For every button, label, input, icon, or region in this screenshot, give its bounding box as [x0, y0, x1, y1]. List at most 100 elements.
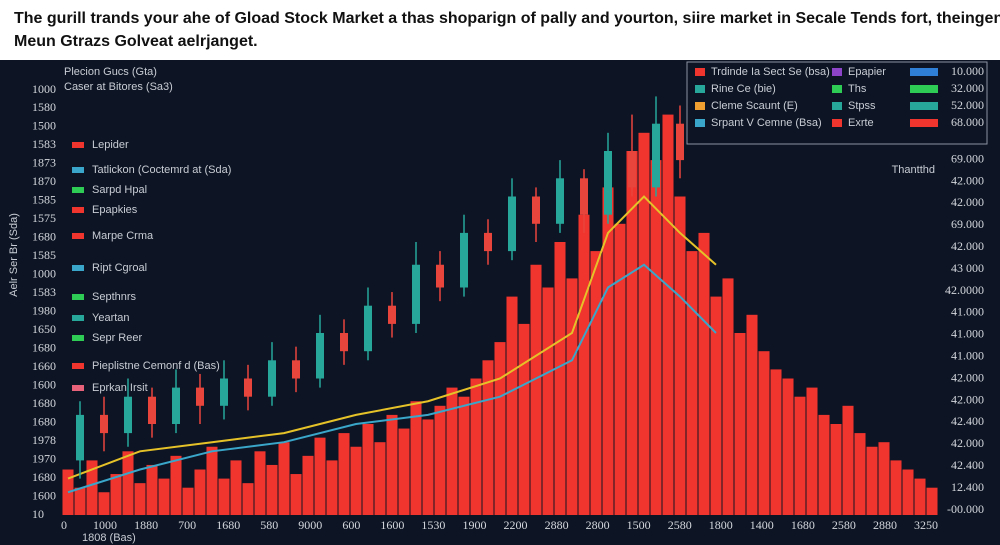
legend-label: 10.000 — [951, 64, 984, 78]
bar — [326, 460, 338, 515]
y2-tick-label: 12.400 — [951, 480, 984, 494]
legend-label: Septhnrs — [92, 291, 137, 303]
bar — [710, 296, 722, 515]
candle-body — [76, 414, 84, 461]
y-tick-label: 1650 — [32, 322, 56, 336]
legend-swatch — [910, 102, 938, 110]
title: The gurill trands your ahe of Gload Stoc… — [14, 10, 1000, 27]
bar — [614, 223, 626, 516]
bar — [146, 464, 158, 515]
legend-label: Sarpd Hpal — [92, 184, 147, 196]
bar — [530, 264, 542, 515]
legend-swatch — [910, 68, 938, 76]
bar — [242, 483, 254, 515]
y2-tick-label: 42.000 — [951, 195, 984, 209]
bar — [830, 424, 842, 515]
legend-swatch — [72, 385, 84, 391]
candle-body — [220, 378, 228, 406]
legend-swatch — [72, 265, 84, 271]
bar — [398, 428, 410, 515]
candle-body — [628, 151, 636, 188]
legend-swatch — [695, 119, 705, 127]
candle-body — [556, 178, 564, 224]
legend-swatch — [910, 85, 938, 93]
bar — [386, 414, 398, 515]
bar — [302, 455, 314, 515]
bar — [590, 251, 602, 515]
line — [67, 263, 717, 494]
y2-tick-label: 42.000 — [951, 436, 984, 450]
y-tick-label: 1970 — [32, 451, 56, 465]
legend-label: Eprkan Irsit — [92, 382, 148, 394]
legend-swatch — [695, 85, 705, 93]
y-tick-label: 1873 — [32, 156, 56, 170]
y2-tick-label: 42.000 — [951, 173, 984, 187]
y-tick-label: 1660 — [32, 359, 56, 373]
bar — [734, 333, 746, 515]
candle-body — [148, 396, 156, 424]
x-tick-label: 580 — [260, 518, 278, 532]
bar — [650, 160, 662, 515]
bar — [134, 483, 146, 515]
bar — [578, 214, 590, 515]
x-tick-label: 600 — [342, 518, 360, 532]
bar — [854, 433, 866, 515]
bar — [218, 478, 230, 515]
y2-tick-label: 42.400 — [951, 458, 984, 472]
candle-body — [652, 123, 660, 188]
y-tick-label: 1600 — [32, 377, 56, 391]
candle-body — [316, 333, 324, 379]
y2-tick-label: 41.000 — [951, 348, 984, 362]
y-tick-label: 1978 — [32, 433, 56, 447]
title: Meun Gtrazs Golveat aelrjanget. — [14, 33, 258, 50]
y-tick-label: 1000 — [32, 267, 56, 281]
bar — [278, 442, 290, 515]
y-tick-label: 1583 — [32, 285, 56, 299]
legend-label: Epapier — [848, 66, 886, 78]
bar — [794, 396, 806, 515]
legend-swatch — [72, 315, 84, 321]
legend-label: 68.000 — [951, 115, 984, 129]
y2-tick-label: 42.000 — [951, 239, 984, 253]
y-tick-label: 1980 — [32, 303, 56, 317]
bar — [686, 251, 698, 515]
bar — [926, 487, 938, 515]
y2-tick-label: 42.000 — [951, 370, 984, 384]
bar — [110, 474, 122, 515]
y-tick-label: 1680 — [32, 470, 56, 484]
x-tick-label: 1000 — [93, 518, 117, 532]
legend-label: Marpe Crma — [92, 230, 154, 242]
candle-body — [100, 414, 108, 434]
bar — [494, 342, 506, 515]
legend-label: 32.000 — [951, 81, 984, 95]
bar — [602, 187, 614, 515]
x-tick-label: 9000 — [298, 518, 322, 532]
legend-label: Trdinde Ia Sect Se (bsa) — [711, 66, 830, 78]
bar — [782, 378, 794, 515]
legend-label: Ript Cgroal — [92, 262, 147, 274]
legend-label: Ths — [848, 83, 867, 95]
legend-swatch — [695, 68, 705, 76]
bar — [566, 278, 578, 515]
bar — [362, 424, 374, 515]
legend-label: Exrte — [848, 117, 874, 129]
bar — [266, 464, 278, 515]
legend-label: Sepr Reer — [92, 332, 142, 344]
y2-tick-label: 42.0000 — [945, 283, 984, 297]
y-tick-label: 1680 — [32, 396, 56, 410]
bar — [842, 405, 854, 515]
y-tick-label: 10 — [32, 507, 44, 521]
legend-label: Cleme Scaunt (E) — [711, 100, 798, 112]
candle-body — [172, 387, 180, 424]
y2-tick-label: 42.000 — [951, 392, 984, 406]
y2-tick-label: 42.400 — [951, 414, 984, 428]
legend-swatch — [832, 85, 842, 93]
bar — [470, 378, 482, 515]
y-tick-label: 1680 — [32, 340, 56, 354]
legend-swatch — [832, 102, 842, 110]
x-tick-label: 1600 — [380, 518, 404, 532]
legend-label: Tatlickon (Coctemrd at (Sda) — [92, 164, 231, 176]
candle-body — [364, 305, 372, 352]
